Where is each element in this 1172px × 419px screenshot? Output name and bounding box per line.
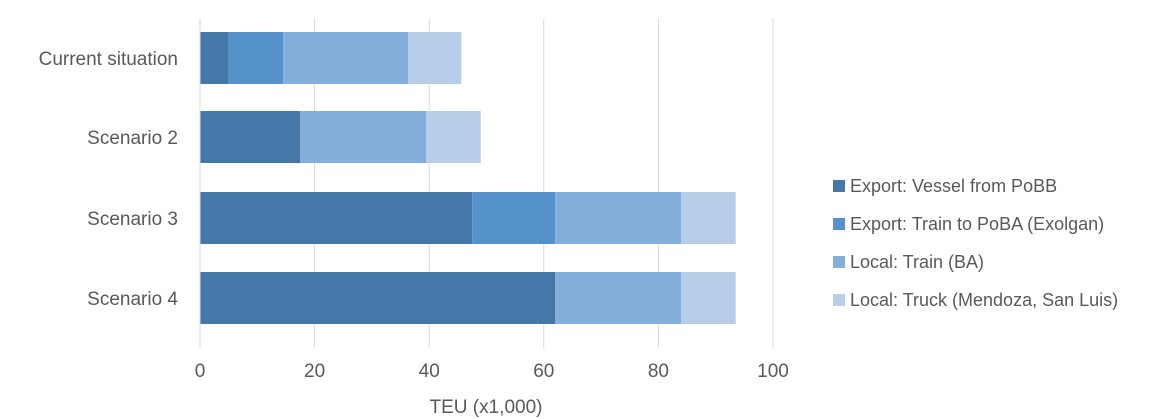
legend-swatch	[833, 256, 845, 268]
bar-segment	[283, 32, 408, 84]
category-labels: Current situation Scenario 2 Scenario 3 Sce…	[39, 49, 179, 310]
x-tick-label: 60	[533, 361, 554, 382]
legend-label: Export: Vessel from PoBB	[850, 176, 1057, 196]
x-tick-labels: 0 20 40 60 80 100	[195, 361, 789, 382]
bar-segment	[200, 111, 301, 163]
bar-segment	[681, 192, 736, 244]
legend-swatch	[833, 218, 845, 230]
bar-segment	[555, 192, 682, 244]
category-label: Scenario 2	[87, 128, 178, 149]
category-label: Current situation	[39, 49, 178, 70]
bar-segment	[300, 111, 427, 163]
category-label: Scenario 3	[87, 209, 178, 230]
bar-segment	[200, 192, 473, 244]
x-tick-label: 100	[757, 361, 789, 382]
bar-segment	[228, 32, 284, 84]
x-tick-label: 20	[304, 361, 325, 382]
category-label: Scenario 4	[87, 289, 178, 310]
x-axis-title: TEU (x1,000)	[430, 397, 543, 418]
x-tick-label: 80	[648, 361, 669, 382]
bar-segment	[555, 272, 682, 324]
bar-segment	[472, 192, 556, 244]
legend-label: Export: Train to PoBA (Exolgan)	[850, 214, 1104, 234]
bar-segment	[200, 272, 556, 324]
legend-label: Local: Truck (Mendoza, San Luis)	[850, 290, 1118, 310]
legend-swatch	[833, 294, 845, 306]
bar-segment	[681, 272, 736, 324]
x-tick-label: 0	[195, 361, 206, 382]
legend: Export: Vessel from PoBB Export: Train to…	[833, 176, 1118, 310]
x-tick-label: 40	[419, 361, 440, 382]
bar-segment	[200, 32, 229, 84]
bars	[200, 32, 736, 324]
legend-label: Local: Train (BA)	[850, 252, 984, 272]
bar-segment	[407, 32, 462, 84]
legend-swatch	[833, 180, 845, 192]
bar-segment	[426, 111, 481, 163]
